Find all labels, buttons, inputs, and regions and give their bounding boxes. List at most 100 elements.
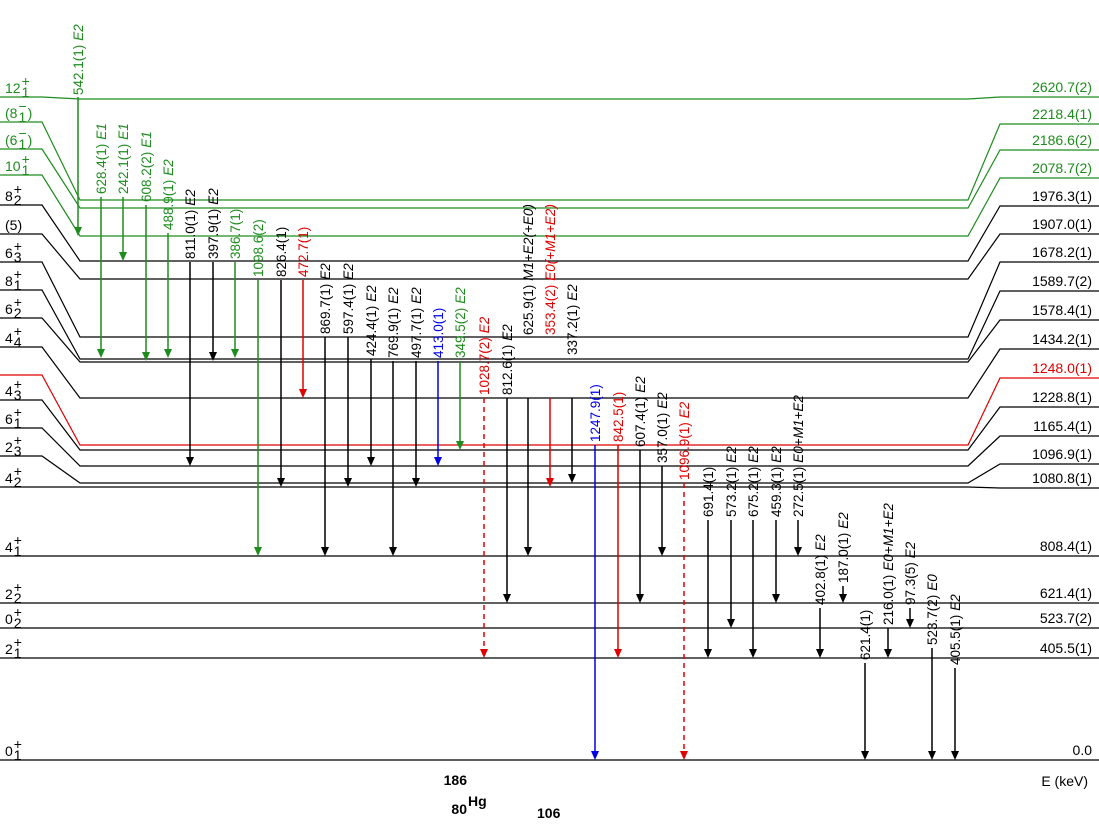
transition-label: 1028.7(2) E2 [477,316,492,395]
transition-label: 386.7(1) [228,209,243,259]
parity: + [14,634,22,650]
gamma-energy: 337.2(1) [565,305,580,355]
level-line [0,96,1099,100]
multipolarity: E2 [161,159,176,176]
transition-label: 869.7(1) E2 [318,263,333,334]
level-line [0,148,1099,209]
spin-label: (6 [5,132,18,148]
arrow-head [568,474,576,483]
level-line [0,233,1099,280]
spin-label: 8 [5,273,13,289]
arrow-head [524,547,532,556]
transition-label: 542.1(1) E2 [71,24,86,95]
transition-label: 675.2(1) E2 [746,446,761,517]
gamma-energy: 523.7(2) [925,595,940,645]
gamma-energy: 424.4(1) [364,306,379,356]
gamma-energy: 1247.9(1) [588,384,603,442]
level-line [0,261,1099,338]
gamma-energy: 607.4(1) [633,397,648,447]
spin-index: 1 [22,84,30,100]
transition-label: 497.7(1) E2 [409,287,424,358]
spin-index: 2 [14,590,22,606]
arrow-head [951,751,959,760]
level-energy: 405.5(1) [1040,640,1092,656]
transition-label: 488.9(1) E2 [161,159,176,230]
parity: + [14,532,22,548]
arrow-head [231,349,239,358]
transition-label: 811.0(1) E2 [183,189,198,259]
multipolarity: E1 [139,131,154,148]
transition-label: 691.4(1) [701,467,716,517]
arrow-head [749,649,757,658]
arrow-head [277,478,285,487]
spin-index: 2 [14,305,22,321]
multipolarity: E2 [724,446,739,463]
parity: + [14,736,22,752]
arrow-head [928,751,936,760]
level-line [0,346,1099,399]
multipolarity: E2 [948,594,963,611]
arrow-head [503,594,511,603]
transition-label: 621.4(1) [858,610,873,660]
level-line [0,204,1099,262]
arrow-head [142,352,150,361]
spin-index: 1 [18,109,26,125]
arrow-head [680,751,688,760]
arrow-head [299,389,307,398]
level-line [0,455,1099,484]
gamma-energy: 349.5(2) [453,308,468,358]
level-energy: 1976.3(1) [1032,188,1092,204]
spin-label: 0 [5,611,13,627]
parity: + [14,238,22,254]
spin-label: 4 [5,470,13,486]
multipolarity: E2 [813,534,828,551]
multipolarity: E2 [477,316,492,333]
gamma-energy: 621.4(1) [858,610,873,660]
multipolarity: E1 [94,123,109,140]
multipolarity: E2 [769,446,784,463]
gamma-energy: 272.5(1) [791,467,806,517]
transition-label: 523.7(2) E0 [925,574,940,645]
gamma-energy: 1028.7(2) [477,337,492,395]
level-energy: 2078.7(2) [1032,160,1092,176]
transition-label: 216.0(1) E0+M1+E2 [881,503,896,625]
gamma-energy: 397.9(1) [206,209,221,259]
transition-label: 353.4(2) E0(+M1+E2) [543,204,558,335]
transition-label: 402.8(1) E2 [813,534,828,605]
transition-label: 625.9(1) M1+E2(+E0) [521,204,536,335]
transition-label: 97.3(5) E2 [903,541,918,605]
neutron-number: 106 [537,805,561,821]
transition-label: 413.0(1) [431,308,446,358]
multipolarity: E2 [364,285,379,302]
level-energy: 1907.0(1) [1032,216,1092,232]
parity: + [22,151,30,167]
arrow-head [816,649,824,658]
arrow-head [636,594,644,603]
spin-label: 2 [5,586,13,602]
gamma-energy: 357.0(1) [655,413,670,463]
spin-label: 12 [5,80,21,96]
level-energy: 1165.4(1) [1033,418,1092,434]
level-energy: 2218.4(1) [1032,106,1092,122]
level-energy: 1228.8(1) [1032,389,1092,405]
level-line [0,317,1099,363]
arrow-head [74,227,82,236]
spin-index: 3 [14,443,22,459]
level-line [0,174,1099,237]
multipolarity: E2 [500,324,515,341]
level-energy: 1434.2(1) [1032,331,1092,347]
spin-index: 3 [14,249,22,265]
spin-index: 1 [14,415,22,431]
spin-label: 4 [5,330,13,346]
multipolarity: E2 [677,401,692,418]
multipolarity: E2 [746,446,761,463]
spin-label: (8 [5,105,18,121]
element-symbol: Hg [468,793,487,809]
transition-label: 1098.6(2) [251,219,266,277]
level-energy: 621.4(1) [1040,585,1092,601]
transition-label: 242.1(1) E1 [116,123,131,194]
gamma-energy: 812.6(1) [500,345,515,395]
level-energy: 1080.8(1) [1032,470,1092,486]
mass-number: 186 [444,772,468,788]
multipolarity: E2 [655,392,670,409]
